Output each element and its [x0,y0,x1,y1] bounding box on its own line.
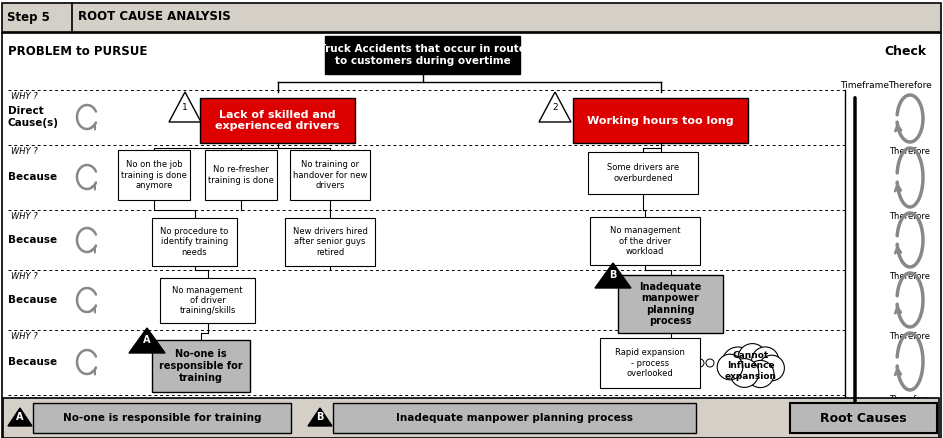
Text: No re-fresher
training is done: No re-fresher training is done [208,165,273,185]
Circle shape [752,347,779,374]
FancyBboxPatch shape [2,3,941,32]
Text: Lack of skilled and
experienced drivers: Lack of skilled and experienced drivers [215,110,339,131]
Text: Step 5: Step 5 [7,11,50,24]
Text: Because: Because [8,172,58,182]
Text: Therefore: Therefore [888,81,932,89]
Text: Because: Because [8,235,58,245]
Text: No procedure to
identify training
needs: No procedure to identify training needs [160,227,228,257]
FancyBboxPatch shape [325,36,520,74]
Polygon shape [169,92,201,122]
Text: WHY ?: WHY ? [11,212,38,221]
FancyBboxPatch shape [790,403,937,433]
FancyBboxPatch shape [152,218,237,266]
FancyBboxPatch shape [588,152,698,194]
Text: 1: 1 [182,103,188,113]
Text: Because: Because [8,295,58,305]
Text: WHY ?: WHY ? [11,397,38,406]
Text: Therefore: Therefore [889,332,931,341]
Text: WHY ?: WHY ? [11,272,38,281]
FancyBboxPatch shape [590,217,700,265]
Text: No management
of driver
training/skills: No management of driver training/skills [173,286,242,315]
Text: B: B [609,270,617,280]
Text: WHY ?: WHY ? [11,332,38,341]
Text: Direct
Cause(s): Direct Cause(s) [8,106,59,128]
Text: WHY ?: WHY ? [11,92,38,101]
FancyBboxPatch shape [152,340,250,392]
Text: No management
of the driver
workload: No management of the driver workload [610,226,680,256]
Text: Therefore: Therefore [889,395,931,404]
Text: Check: Check [884,45,926,58]
Text: Cannot
Influence
expansion: Cannot Influence expansion [725,351,777,381]
Text: New drivers hired
after senior guys
retired: New drivers hired after senior guys reti… [292,227,368,257]
Circle shape [730,359,759,387]
Polygon shape [8,408,32,426]
Text: Because: Because [8,357,58,367]
FancyBboxPatch shape [290,150,370,200]
Circle shape [706,359,714,367]
FancyBboxPatch shape [2,33,941,438]
Polygon shape [308,408,332,426]
Text: A: A [143,335,151,345]
Text: PROBLEM to PURSUE: PROBLEM to PURSUE [8,45,147,58]
Circle shape [722,347,754,379]
Text: No training or
handover for new
drivers: No training or handover for new drivers [292,160,367,190]
Text: Therefore: Therefore [889,147,931,156]
Text: Inadequate manpower planning process: Inadequate manpower planning process [396,413,633,423]
Text: Working hours too long: Working hours too long [587,116,734,126]
Polygon shape [129,328,165,353]
FancyBboxPatch shape [618,275,723,333]
Text: Truck Accidents that occur in route
to customers during overtime: Truck Accidents that occur in route to c… [319,44,526,66]
FancyBboxPatch shape [160,278,255,323]
Circle shape [747,360,774,388]
FancyBboxPatch shape [600,338,700,388]
Text: Some drivers are
overburdened: Some drivers are overburdened [607,163,679,183]
Text: Rapid expansion
- process
overlooked: Rapid expansion - process overlooked [615,348,685,378]
Text: No on the job
training is done
anymore: No on the job training is done anymore [121,160,187,190]
Text: A: A [16,412,24,422]
FancyBboxPatch shape [333,403,696,433]
Text: No-one is
responsible for
training: No-one is responsible for training [159,350,242,383]
Polygon shape [539,92,571,122]
Text: Inadequate
manpower
planning
process: Inadequate manpower planning process [639,282,702,326]
Text: No-one is responsible for training: No-one is responsible for training [63,413,261,423]
Text: WHY ?: WHY ? [11,147,38,156]
Text: Root Causes: Root Causes [819,411,906,424]
Text: Timeframe: Timeframe [840,81,889,89]
FancyBboxPatch shape [33,403,291,433]
FancyBboxPatch shape [3,398,939,438]
FancyBboxPatch shape [200,98,355,143]
Text: Therefore: Therefore [889,272,931,281]
FancyBboxPatch shape [118,150,190,200]
Circle shape [718,354,743,380]
FancyBboxPatch shape [285,218,375,266]
Text: B: B [316,412,323,422]
Circle shape [738,343,767,372]
FancyBboxPatch shape [205,150,277,200]
Text: Therefore: Therefore [889,212,931,221]
Polygon shape [595,263,631,288]
Circle shape [696,359,704,367]
Circle shape [759,355,785,381]
Text: 2: 2 [553,103,558,113]
Text: ROOT CAUSE ANALYSIS: ROOT CAUSE ANALYSIS [78,11,231,24]
FancyBboxPatch shape [573,98,748,143]
